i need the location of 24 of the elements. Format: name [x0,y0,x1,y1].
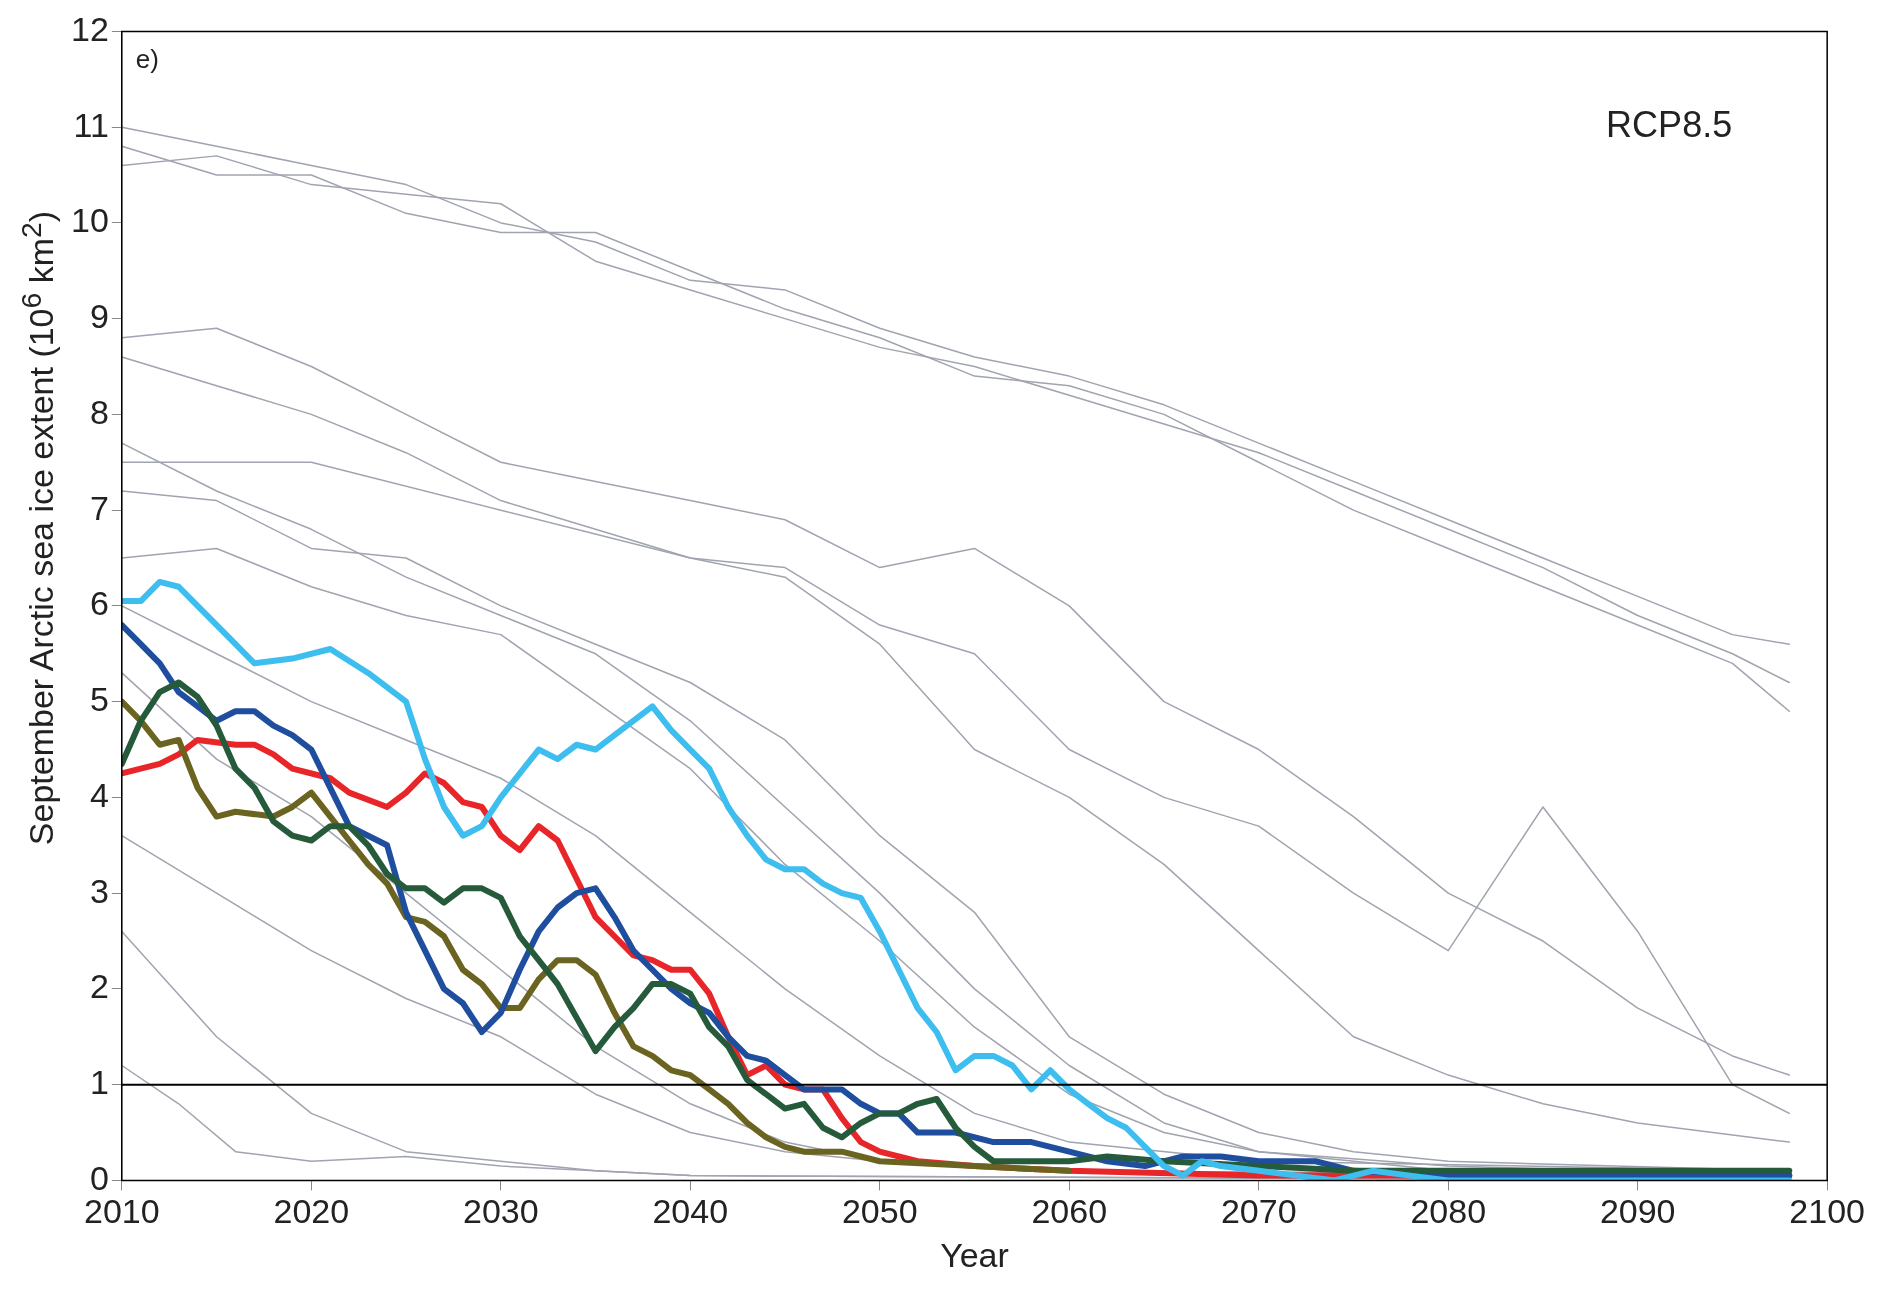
y-tick-label: 10 [70,201,109,240]
y-tick-label: 8 [89,392,109,431]
x-tick-label: 2020 [273,1192,350,1231]
x-tick-label: 2050 [841,1192,918,1231]
x-tick-label: 2030 [462,1192,539,1231]
y-tick-label: 1 [89,1063,109,1102]
x-axis-title: Year [940,1235,1009,1274]
x-tick-label: 2100 [1789,1192,1865,1231]
y-tick-label: 3 [89,871,109,910]
annotation: e) [135,43,159,74]
x-tick-label: 2040 [652,1192,729,1231]
y-tick-label: 4 [89,775,109,814]
y-tick-label: 7 [89,488,109,527]
y-tick-label: 11 [73,105,109,144]
y-tick-label: 2 [89,967,109,1006]
x-tick-label: 2080 [1410,1192,1487,1231]
x-tick-label: 2090 [1599,1192,1676,1231]
y-tick-label: 12 [70,9,109,48]
y-tick-label: 9 [89,297,109,336]
annotation: RCP8.5 [1606,104,1733,146]
x-tick-label: 2060 [1031,1192,1108,1231]
y-tick-label: 5 [89,680,109,719]
x-tick-label: 2070 [1220,1192,1297,1231]
y-tick-label: 6 [89,584,109,623]
